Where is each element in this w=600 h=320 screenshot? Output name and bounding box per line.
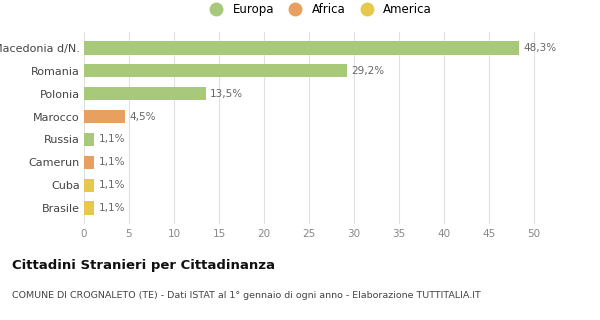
Bar [84,41,519,54]
Bar [84,202,94,215]
Text: 1,1%: 1,1% [98,204,125,213]
Text: COMUNE DI CROGNALETO (TE) - Dati ISTAT al 1° gennaio di ogni anno - Elaborazione: COMUNE DI CROGNALETO (TE) - Dati ISTAT a… [12,291,481,300]
Text: 1,1%: 1,1% [98,134,125,145]
Bar [84,179,94,192]
Legend: Europa, Africa, America: Europa, Africa, America [202,1,434,19]
Text: 1,1%: 1,1% [98,157,125,167]
Text: 4,5%: 4,5% [129,111,155,122]
Text: 13,5%: 13,5% [210,89,243,99]
Bar [84,132,94,146]
Bar [84,64,347,77]
Bar [84,156,94,169]
Bar [84,87,205,100]
Text: 1,1%: 1,1% [98,180,125,190]
Text: 48,3%: 48,3% [523,43,556,52]
Text: Cittadini Stranieri per Cittadinanza: Cittadini Stranieri per Cittadinanza [12,259,275,272]
Bar [84,110,125,124]
Text: 29,2%: 29,2% [352,66,385,76]
